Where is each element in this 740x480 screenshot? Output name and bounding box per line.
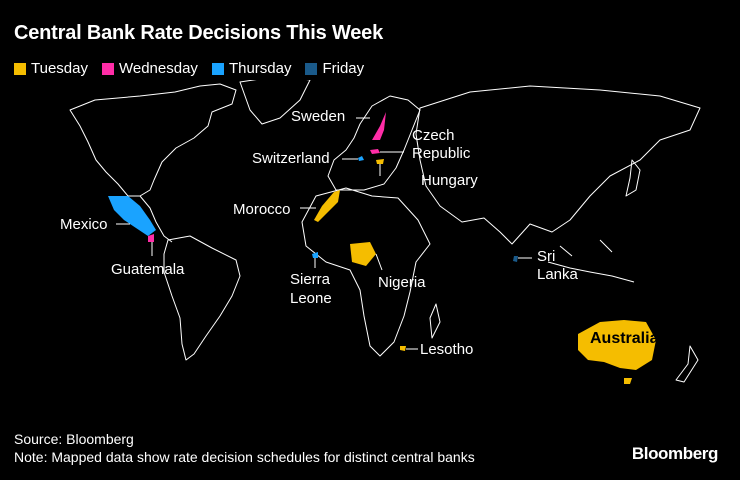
label-switzerland: Switzerland xyxy=(252,150,330,167)
bloomberg-logo: Bloomberg xyxy=(631,444,719,463)
madagascar-outline xyxy=(429,303,441,339)
legend-label-wednesday: Wednesday xyxy=(118,60,198,77)
chart-title: Central Bank Rate Decisions This Week xyxy=(14,22,384,44)
label-mexico: Mexico xyxy=(60,216,108,233)
label-hungary: Hungary xyxy=(421,172,478,189)
legend-swatch-tuesday xyxy=(14,62,26,75)
mexico-shape xyxy=(108,196,156,236)
label-sri: Sri xyxy=(537,248,556,265)
label-leone: Leone xyxy=(290,290,332,307)
morocco-shape xyxy=(314,190,340,222)
legend-item-tuesday: Tuesday xyxy=(14,60,88,77)
tasmania-shape xyxy=(624,378,632,384)
label-lesotho: Lesotho xyxy=(420,341,474,358)
label-australia: Australia xyxy=(590,330,659,347)
lesotho-shape xyxy=(400,346,406,351)
footnote: Note: Mapped data show rate decision sch… xyxy=(14,449,475,465)
label-republic: Republic xyxy=(412,145,471,162)
legend-label-friday: Friday xyxy=(322,60,365,77)
indonesia-outline xyxy=(547,239,635,283)
australia-shape xyxy=(578,320,656,370)
nigeria-leader xyxy=(375,253,383,271)
legend-label-thursday: Thursday xyxy=(228,60,292,77)
label-morocco: Morocco xyxy=(233,201,291,218)
source-note: Source: Bloomberg xyxy=(14,431,134,447)
label-guatemala: Guatemala xyxy=(111,261,185,278)
label-sierra: Sierra xyxy=(290,271,331,288)
guatemala-shape xyxy=(148,234,154,242)
legend-swatch-friday xyxy=(305,62,318,75)
sri-lanka-shape xyxy=(513,256,518,262)
label-nigeria: Nigeria xyxy=(378,274,426,291)
south-america-outline xyxy=(163,235,241,361)
legend-item-wednesday: Wednesday xyxy=(101,60,198,77)
central-america-outline xyxy=(139,195,173,243)
label-sweden: Sweden xyxy=(291,108,346,125)
hungary-shape xyxy=(376,159,384,164)
sierra-leone-shape xyxy=(312,252,318,258)
japan-outline xyxy=(625,159,641,197)
legend-swatch-thursday xyxy=(211,62,224,75)
label-czech: Czech xyxy=(412,127,455,144)
world-map xyxy=(69,80,701,384)
legend-swatch-wednesday xyxy=(101,62,114,75)
north-america-outline xyxy=(69,83,237,197)
legend-item-thursday: Thursday xyxy=(211,60,292,77)
legend-item-friday: Friday xyxy=(305,60,364,77)
legend: Tuesday Wednesday Thursday Friday xyxy=(14,60,364,77)
nigeria-shape xyxy=(350,242,376,266)
switzerland-shape xyxy=(358,156,364,161)
greenland-outline xyxy=(239,80,311,125)
africa-outline xyxy=(301,187,431,357)
footer: Source: Bloomberg Note: Mapped data show… xyxy=(14,430,475,466)
new-zealand-outline xyxy=(675,345,699,383)
czech-shape xyxy=(370,149,380,154)
sweden-shape xyxy=(372,112,386,140)
europe-outline xyxy=(327,95,421,191)
legend-label-tuesday: Tuesday xyxy=(31,60,88,77)
asia-outline xyxy=(415,85,701,245)
label-lanka: Lanka xyxy=(537,266,578,283)
